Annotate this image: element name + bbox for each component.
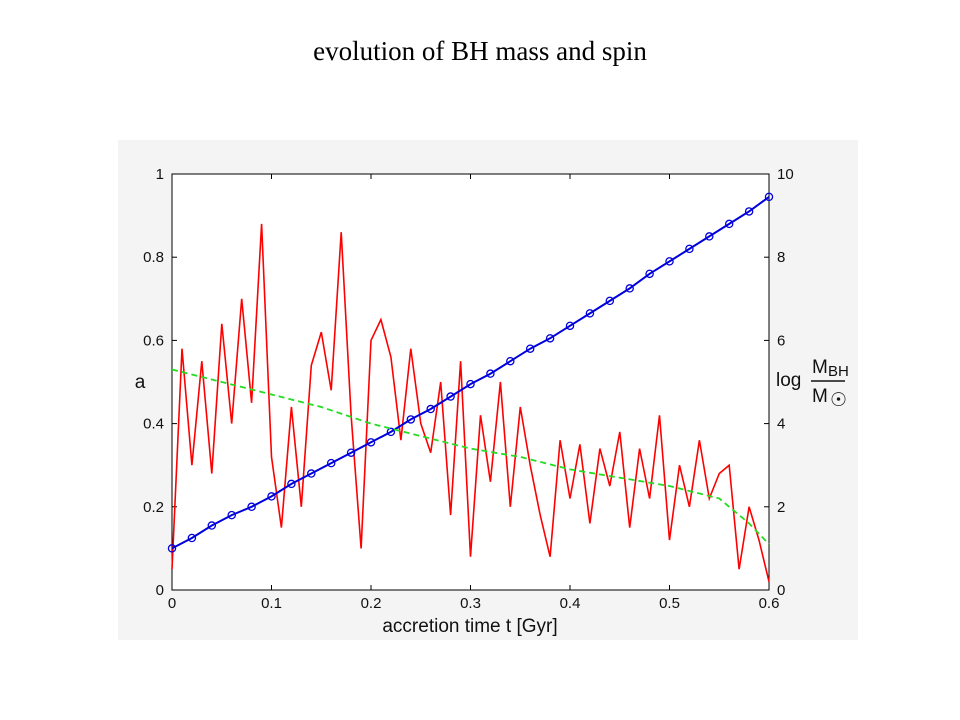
y-axis-right-numerator-sub: BH bbox=[828, 363, 849, 380]
series-2-point bbox=[247, 502, 256, 512]
series-2-point bbox=[506, 356, 515, 366]
y-axis-title-left: a bbox=[135, 372, 146, 393]
series-2-point bbox=[486, 369, 495, 378]
x-tick-label: 0.2 bbox=[361, 595, 382, 612]
y-axis-right-prefix: log bbox=[776, 370, 801, 391]
x-tick-label: 0.4 bbox=[560, 595, 581, 612]
series-2-point bbox=[625, 284, 634, 293]
series-line-2 bbox=[171, 196, 770, 550]
x-tick-label: 0.3 bbox=[460, 595, 481, 612]
series-2-point bbox=[446, 392, 455, 401]
series-2-point bbox=[585, 309, 595, 318]
series-line-1 bbox=[171, 223, 770, 582]
series-2-point bbox=[645, 269, 654, 279]
y-tick-label-left: 0.6 bbox=[143, 332, 164, 349]
y-tick-label-right: 8 bbox=[777, 249, 785, 266]
x-tick-label: 0.1 bbox=[261, 595, 282, 612]
series-2-point bbox=[545, 334, 555, 343]
figure-panel: 0 0.1 0.2 0.3 0.4 0.5 0.6 0 0.2 0.4 0.6 0.8 1 0 2 4 6 8 10… bbox=[118, 140, 858, 640]
series-2-point bbox=[705, 232, 714, 241]
y-tick-label-right: 0 bbox=[777, 582, 785, 599]
series-2-point bbox=[466, 379, 475, 389]
page-title: evolution of BH mass and spin bbox=[313, 36, 647, 66]
y-tick-label-right: 10 bbox=[777, 166, 794, 183]
series-2-point bbox=[187, 533, 197, 543]
y-axis-title-right: log M BH M ☉ bbox=[776, 357, 849, 411]
series-2-point bbox=[665, 257, 674, 266]
axis-ticks bbox=[171, 173, 770, 591]
series-2-point bbox=[386, 427, 396, 437]
series-2-point bbox=[685, 244, 694, 254]
series-2-point bbox=[525, 344, 535, 353]
series-2-point bbox=[207, 521, 217, 530]
y-tick-label-left: 0 bbox=[156, 582, 164, 599]
y-tick-label-right: 2 bbox=[777, 499, 785, 516]
y-tick-label-right: 6 bbox=[777, 332, 785, 349]
plot-area bbox=[171, 173, 770, 591]
series-2-point bbox=[287, 479, 296, 489]
series-2-point bbox=[605, 296, 615, 306]
series-2-point bbox=[346, 448, 356, 457]
series-2-point bbox=[227, 510, 236, 520]
series-2-point bbox=[426, 404, 435, 414]
y-tick-label-left: 0.2 bbox=[143, 499, 164, 516]
series-2-point bbox=[307, 469, 316, 478]
series-layer bbox=[167, 192, 774, 582]
series-2-point bbox=[366, 438, 376, 447]
series-2-point bbox=[724, 219, 734, 229]
y-axis-right-denominator: M bbox=[812, 386, 828, 407]
series-2-point bbox=[326, 458, 336, 468]
series-line-3 bbox=[171, 368, 770, 545]
y-axis-right-numerator: M bbox=[812, 357, 828, 378]
series-2-point bbox=[744, 207, 754, 216]
series-2-point bbox=[406, 415, 416, 424]
series-2-point bbox=[764, 192, 774, 202]
y-tick-label-right: 4 bbox=[777, 416, 785, 433]
y-tick-label-left: 0.8 bbox=[143, 249, 164, 266]
y-axis-right-denominator-sub: ☉ bbox=[830, 390, 847, 411]
x-axis-title: accretion time t [Gyr] bbox=[382, 616, 557, 637]
series-2-point bbox=[267, 492, 276, 501]
x-tick-label: 0.6 bbox=[759, 595, 780, 612]
y-tick-label-left: 1 bbox=[156, 166, 164, 183]
x-tick-label: 0.5 bbox=[659, 595, 680, 612]
chart: 0 0.1 0.2 0.3 0.4 0.5 0.600.20.40.60.810246810… bbox=[135, 166, 849, 637]
x-tick-label: 0 bbox=[168, 595, 176, 612]
series-2-point bbox=[565, 321, 575, 331]
y-tick-label-left: 0.4 bbox=[143, 416, 164, 433]
series-2-point bbox=[167, 544, 177, 553]
